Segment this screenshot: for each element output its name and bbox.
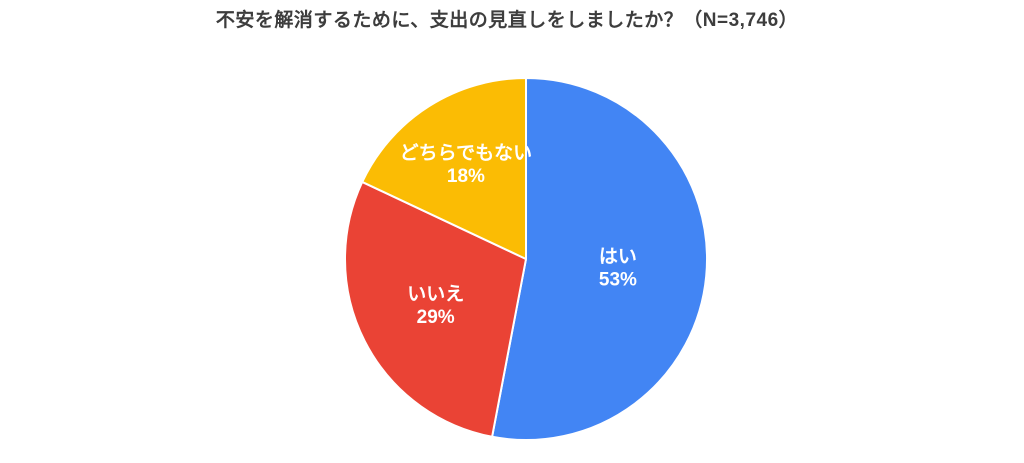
pie-slice-1 [344,180,527,438]
slice-percent: 18% [447,166,485,187]
pie-slice-2 [361,77,527,260]
slice-percent: 53% [599,270,637,291]
pie-slice-0 [491,77,708,441]
slice-label: はい [599,247,637,268]
slice-label: どちらでもない [400,142,532,164]
chart-title: 不安を解消するために、支出の見直しをしましたか？（N=3,746） [215,10,799,31]
slice-percent: 29% [417,307,455,328]
slice-label: いいえ [407,284,464,305]
